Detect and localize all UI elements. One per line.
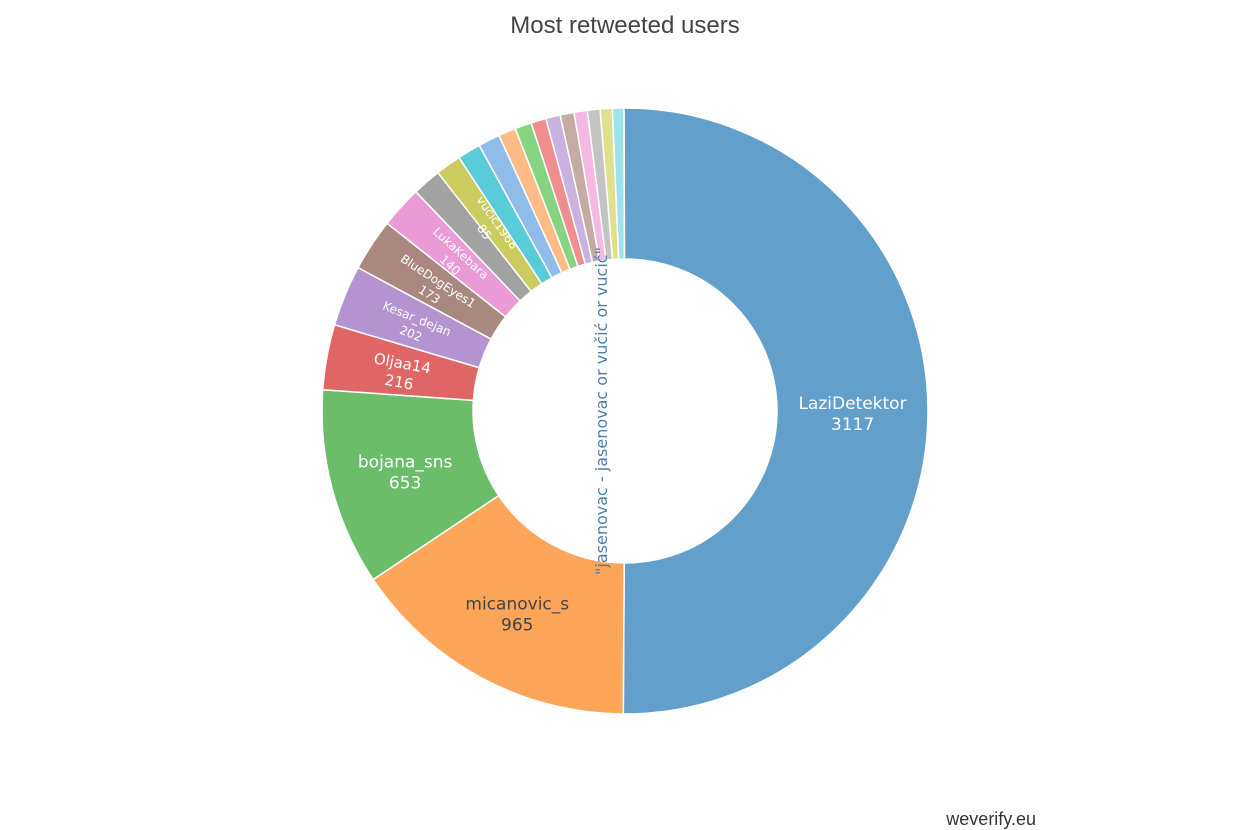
slice-label-name: bojana_sns xyxy=(358,452,453,472)
donut-slice[interactable] xyxy=(372,494,625,715)
slice-label-name: micanovic_s xyxy=(465,594,569,614)
slice-label-value: 653 xyxy=(389,473,421,493)
slice-label-value: 216 xyxy=(383,371,414,394)
donut-slice[interactable] xyxy=(611,107,626,260)
chart-title: Most retweeted users xyxy=(510,12,740,39)
slice-label-value: 965 xyxy=(501,615,533,635)
slice-label-name: LaziDetektor xyxy=(798,394,906,414)
slice-label-value: 3117 xyxy=(831,415,874,435)
donut-slice[interactable] xyxy=(622,107,929,715)
watermark: weverify.eu xyxy=(946,809,1036,829)
center-label: "jasenovac - jasenovac or vučić or vucić… xyxy=(592,247,611,575)
